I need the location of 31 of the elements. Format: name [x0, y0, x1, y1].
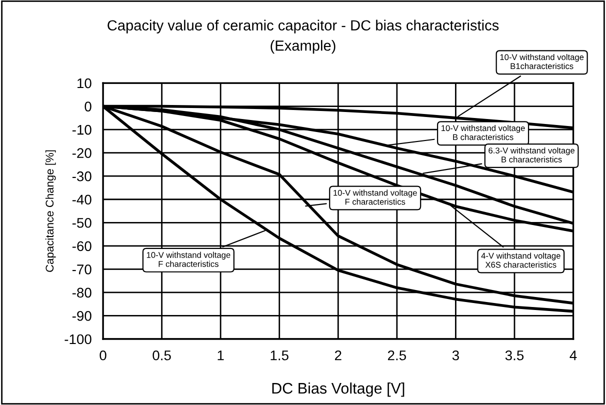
x-tick-label: 2: [334, 350, 342, 360]
y-tick-label: -20: [72, 148, 92, 158]
x-tick-label: 2.5: [388, 350, 406, 360]
y-tick-label: 10: [78, 78, 92, 88]
x-tick-label: 3.5: [505, 350, 524, 360]
y-tick-label: -30: [72, 171, 92, 182]
y-tick-label: -100: [64, 334, 92, 344]
y-tick-label: -60: [72, 241, 92, 252]
annotation: 10-V withstand voltage F characteristics: [334, 190, 417, 205]
annotation: 10-V withstand voltage B1characteristics: [500, 54, 584, 70]
y-tick-label: -40: [72, 194, 92, 205]
annotation: 10-V withstand voltage F characteristics: [146, 252, 230, 267]
chart-subtitle: (Example): [270, 40, 336, 54]
x-axis-title: DC Bias Voltage [V]: [272, 382, 404, 397]
annotation: 4-V withstand voltage X6S characteristics: [481, 252, 560, 268]
y-tick-label: -50: [72, 218, 92, 228]
y-tick-label: -10: [72, 124, 92, 135]
x-tick-label: 4: [570, 350, 577, 360]
x-tick-label: 1: [218, 350, 224, 360]
y-tick-label: -80: [72, 288, 92, 298]
y-axis-title: Capacitance Change [%]: [45, 150, 56, 272]
annotation: 6.3-V withstand voltage B characteristics: [488, 147, 574, 162]
chart-title: Capacity value of ceramic capacitor - DC bias characteristics: [108, 20, 499, 34]
x-tick-label: 0: [100, 350, 106, 360]
y-tick-label: -70: [72, 264, 92, 274]
x-tick-label: 3: [452, 350, 459, 360]
annotation: 10-V withstand voltage B characteristics: [442, 124, 525, 140]
y-tick-label: 0: [84, 102, 92, 112]
x-tick-label: 0.5: [152, 350, 171, 360]
x-tick-label: 1.5: [270, 350, 288, 360]
y-tick-label: -90: [72, 311, 92, 321]
